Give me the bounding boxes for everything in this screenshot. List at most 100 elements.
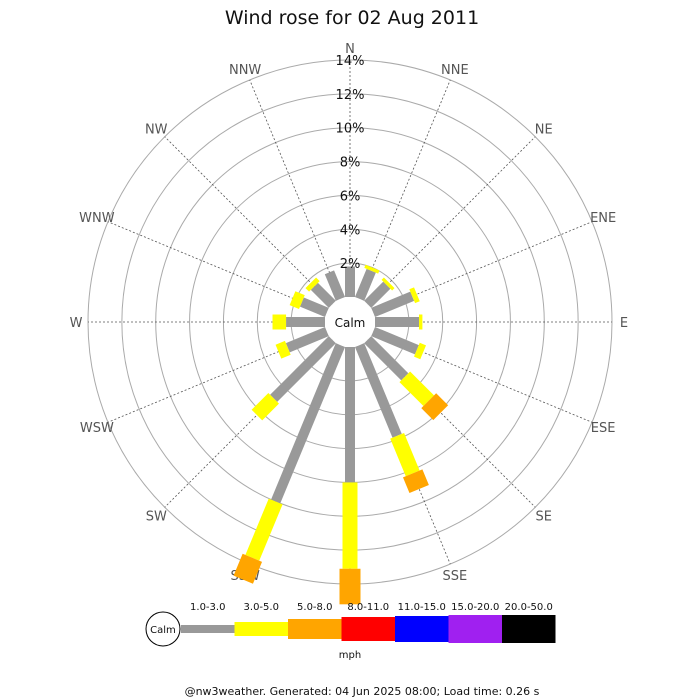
direction-label-nw: NW — [145, 122, 168, 137]
legend-swatch-2 — [288, 619, 342, 639]
chart-title: Wind rose for 02 Aug 2011 — [225, 7, 479, 29]
direction-label-nne: NNE — [441, 63, 469, 78]
legend-swatch-5 — [448, 615, 502, 643]
grid-spoke — [359, 344, 451, 565]
radial-tick-label: 10% — [336, 122, 365, 137]
footer-text: @nw3weather. Generated: 04 Jun 2025 08:0… — [185, 685, 540, 698]
bar-se-bin-1 — [399, 371, 435, 407]
direction-label-nnw: NNW — [229, 63, 261, 78]
bar-sw-bin-1 — [251, 393, 279, 421]
bar-group-s — [339, 347, 361, 605]
calm-circle — [325, 297, 375, 347]
radial-tick-label: 12% — [336, 88, 365, 103]
legend-units: mph — [339, 650, 361, 661]
bar-nw-bin-1 — [305, 277, 320, 292]
bar-group-wsw — [275, 326, 329, 359]
bar-sse-bin-0 — [354, 343, 402, 438]
bar-ese-bin-1 — [414, 342, 427, 360]
bar-nnw-bin-0 — [324, 270, 346, 301]
legend-swatch-4 — [395, 616, 449, 642]
grid-spoke — [164, 136, 333, 305]
legend-label-2: 5.0-8.0 — [297, 602, 332, 613]
bar-group-ssw — [233, 343, 346, 584]
bar-wnw-bin-0 — [299, 297, 329, 318]
direction-label-ene: ENE — [590, 211, 616, 226]
direction-label-ne: NE — [535, 122, 553, 137]
bar-group-ese — [371, 326, 427, 360]
grid-spoke — [107, 331, 328, 423]
radial-tick-label: 14% — [336, 54, 365, 69]
legend-label-6: 20.0-50.0 — [505, 602, 553, 613]
legend-swatch-6 — [502, 615, 556, 643]
bar-wsw-bin-1 — [275, 340, 291, 359]
direction-label-e: E — [620, 316, 628, 331]
legend-label-1: 3.0-5.0 — [244, 602, 279, 613]
legend-swatch-0 — [181, 625, 235, 633]
bar-group-wnw — [289, 291, 329, 318]
grid-spoke — [367, 339, 536, 508]
bar-s-bin-0 — [345, 347, 355, 483]
direction-label-wsw: WSW — [80, 421, 114, 436]
bar-nne-bin-1 — [364, 264, 380, 274]
bar-n-bin-0 — [345, 266, 355, 297]
bar-nw-bin-0 — [310, 282, 336, 308]
bar-group-ne — [364, 277, 395, 308]
grid-spoke — [164, 339, 333, 508]
bar-ne-bin-1 — [381, 277, 395, 291]
bar-wnw-bin-1 — [289, 291, 305, 309]
direction-label-sw: SW — [146, 510, 167, 525]
legend-swatch-3 — [341, 617, 395, 641]
legend-label-5: 15.0-20.0 — [451, 602, 499, 613]
grid-spoke — [359, 79, 451, 300]
grid-spoke — [372, 221, 593, 313]
direction-label-wnw: WNW — [79, 211, 115, 226]
bar-group-sse — [354, 343, 429, 494]
bar-group-se — [364, 336, 449, 421]
bar-sse-bin-1 — [390, 432, 420, 477]
direction-label-sse: SSE — [442, 569, 467, 584]
bar-wsw-bin-0 — [285, 326, 329, 353]
radial-tick-label: 8% — [340, 156, 361, 171]
bar-ese-bin-0 — [371, 326, 419, 355]
calm-label: Calm — [335, 316, 366, 330]
bar-ssw-bin-0 — [271, 343, 346, 504]
grid-spoke — [367, 136, 536, 305]
bar-ene-bin-0 — [371, 291, 415, 318]
bar-group-nw — [305, 277, 336, 308]
bar-se-bin-0 — [364, 336, 409, 381]
bar-ene-bin-1 — [409, 287, 420, 304]
radial-tick-label: 6% — [340, 189, 361, 204]
bar-se-bin-2 — [421, 393, 449, 421]
legend-label-3: 8.0-11.0 — [347, 602, 389, 613]
bar-group-nne — [354, 264, 380, 301]
bar-e-bin-1 — [419, 314, 423, 330]
bar-w-bin-1 — [272, 314, 287, 330]
direction-label-ese: ESE — [591, 421, 616, 436]
bar-ssw-bin-2 — [233, 553, 263, 584]
legend-calm-label: Calm — [150, 625, 176, 636]
legend-label-4: 11.0-15.0 — [398, 602, 446, 613]
radial-tick-label: 4% — [340, 223, 361, 238]
legend-calm-circle — [145, 611, 181, 647]
grid-spoke — [372, 331, 593, 423]
bar-ne-bin-0 — [364, 281, 391, 308]
bar-ssw-bin-1 — [245, 498, 283, 561]
grid-spoke — [249, 79, 341, 300]
direction-label-w: W — [70, 316, 83, 331]
bar-sw-bin-0 — [270, 336, 336, 402]
radial-tick-label: 2% — [340, 257, 361, 272]
legend-label-0: 1.0-3.0 — [190, 602, 225, 613]
direction-label-se: SE — [536, 510, 552, 525]
bar-nne-bin-0 — [354, 268, 376, 301]
bar-s-bin-2 — [339, 568, 361, 605]
bar-s-bin-1 — [342, 482, 358, 569]
bar-group-sw — [251, 336, 336, 421]
bar-group-e — [374, 314, 423, 330]
direction-label-n: N — [345, 42, 355, 57]
bar-group-ene — [371, 287, 420, 318]
bar-group-n — [345, 266, 355, 297]
bar-w-bin-0 — [286, 317, 326, 327]
bar-group-nnw — [324, 270, 346, 301]
